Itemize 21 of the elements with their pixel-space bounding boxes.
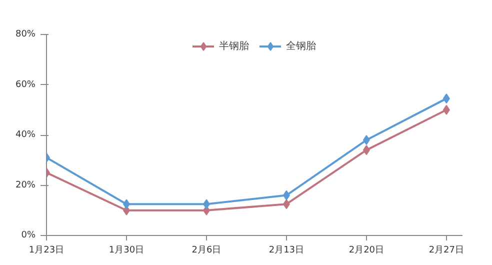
point bbox=[442, 94, 450, 104]
y-tick-label: 80% bbox=[15, 30, 36, 40]
point bbox=[442, 104, 450, 115]
x-tick-label: 2月20日 bbox=[348, 246, 384, 256]
x-tick-label: 2月6日 bbox=[192, 246, 222, 256]
y-tick-label: 60% bbox=[15, 80, 36, 90]
point bbox=[362, 145, 370, 156]
point bbox=[362, 135, 370, 146]
x-tick-label: 2月13日 bbox=[268, 246, 304, 256]
legend-label: 全钢胎 bbox=[286, 40, 316, 53]
y-tick-label: 0% bbox=[21, 230, 36, 240]
y-tick-label: 20% bbox=[15, 180, 36, 190]
x-tick-label: 2月27日 bbox=[428, 246, 464, 256]
y-tick-label: 40% bbox=[15, 130, 36, 140]
point bbox=[122, 199, 130, 210]
legend-label: 半钢胎 bbox=[219, 40, 249, 53]
point bbox=[282, 199, 290, 210]
x-tick-label: 1月23日 bbox=[28, 246, 64, 256]
point bbox=[202, 199, 210, 210]
x-tick-label: 1月30日 bbox=[108, 246, 144, 256]
point bbox=[282, 190, 290, 200]
